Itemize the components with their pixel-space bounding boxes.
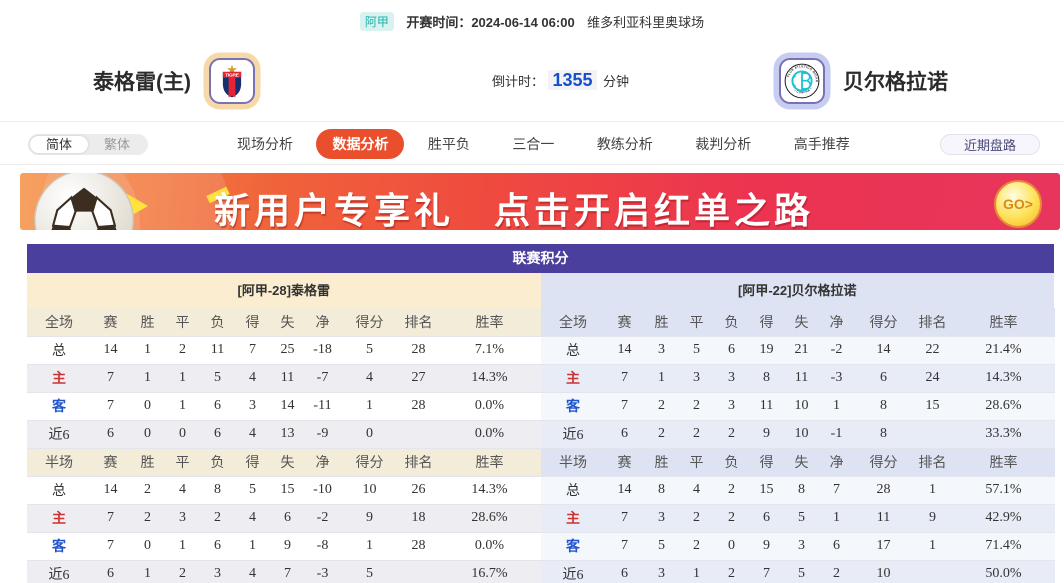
svg-text:TIGRE: TIGRE: [225, 73, 239, 79]
